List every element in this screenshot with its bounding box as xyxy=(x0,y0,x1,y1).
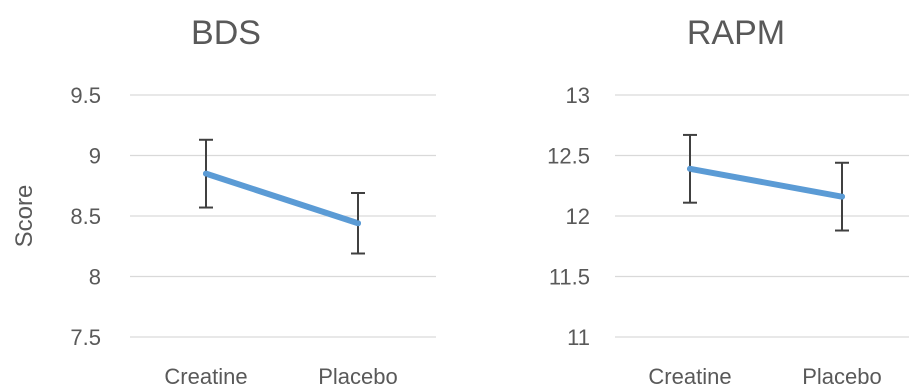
y-tick-label: 8 xyxy=(89,265,101,290)
data-point xyxy=(203,170,209,177)
y-tick-label: 9 xyxy=(89,144,101,169)
x-tick-label: Creatine xyxy=(648,364,731,387)
chart-title: RAPM xyxy=(687,14,785,52)
x-tick-label: Placebo xyxy=(318,364,398,387)
y-tick-label: 7.5 xyxy=(70,325,101,350)
chart-panel-1: BDS 7.5 8 8.5 9 9.5 Score Creatine Placebo xyxy=(11,14,436,387)
y-tick-label: 11 xyxy=(567,325,590,350)
x-tick-label: Creatine xyxy=(164,364,247,387)
x-tick-label: Placebo xyxy=(802,364,882,387)
y-tick-label: 12.5 xyxy=(547,144,590,169)
data-point xyxy=(687,165,693,172)
y-tick-label: 11.5 xyxy=(549,265,590,290)
chart-panel-2: RAPM 11 11.5 12 12.5 13 Creatine Placebo xyxy=(547,14,909,387)
y-axis-label: Score xyxy=(11,185,38,248)
data-point xyxy=(839,193,845,200)
series-line xyxy=(203,170,361,227)
y-tick-label: 12 xyxy=(566,204,590,229)
y-tick-label: 13 xyxy=(566,83,590,108)
y-tick-label: 8.5 xyxy=(70,204,101,229)
y-tick-label: 9.5 xyxy=(70,83,101,108)
chart-title: BDS xyxy=(191,14,261,52)
data-point xyxy=(355,220,361,227)
series-line xyxy=(687,165,845,200)
